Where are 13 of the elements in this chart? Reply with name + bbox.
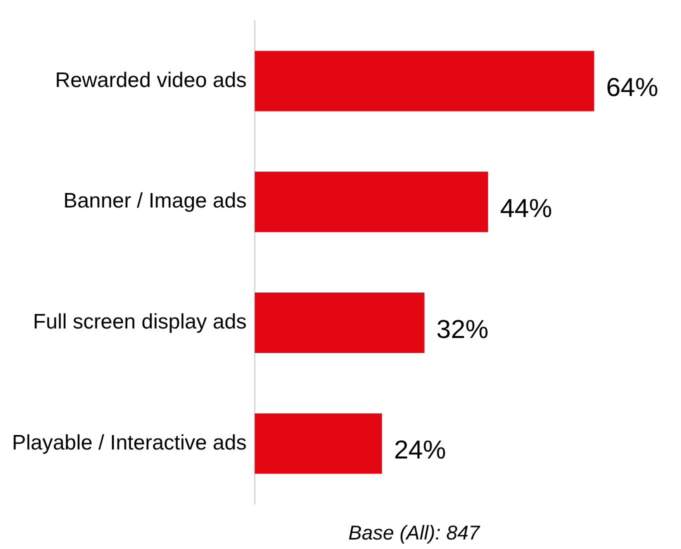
data-label: 64% <box>606 72 658 102</box>
data-label: 24% <box>394 434 446 465</box>
bar <box>254 292 424 353</box>
y-tick-label: Playable / Interactive ads <box>12 431 247 454</box>
bar <box>254 50 594 112</box>
y-tick-label: Banner / Image ads <box>63 190 247 213</box>
y-tick-label: Full screen display ads <box>33 310 247 334</box>
y-tick-label: Rewarded video ads <box>55 68 247 92</box>
data-label: 32% <box>436 314 488 344</box>
bar <box>254 172 488 232</box>
data-label: 44% <box>500 193 552 224</box>
bar <box>254 413 382 474</box>
text: Base (All): 847 <box>348 522 480 545</box>
